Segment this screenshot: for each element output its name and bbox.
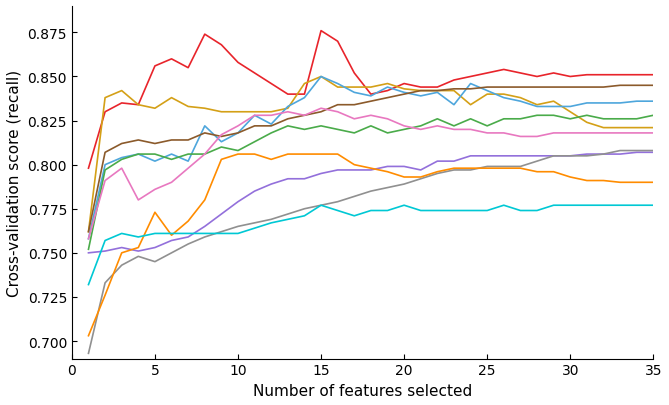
Y-axis label: Cross-validation score (recall): Cross-validation score (recall) <box>7 70 22 296</box>
X-axis label: Number of features selected: Number of features selected <box>253 383 472 398</box>
